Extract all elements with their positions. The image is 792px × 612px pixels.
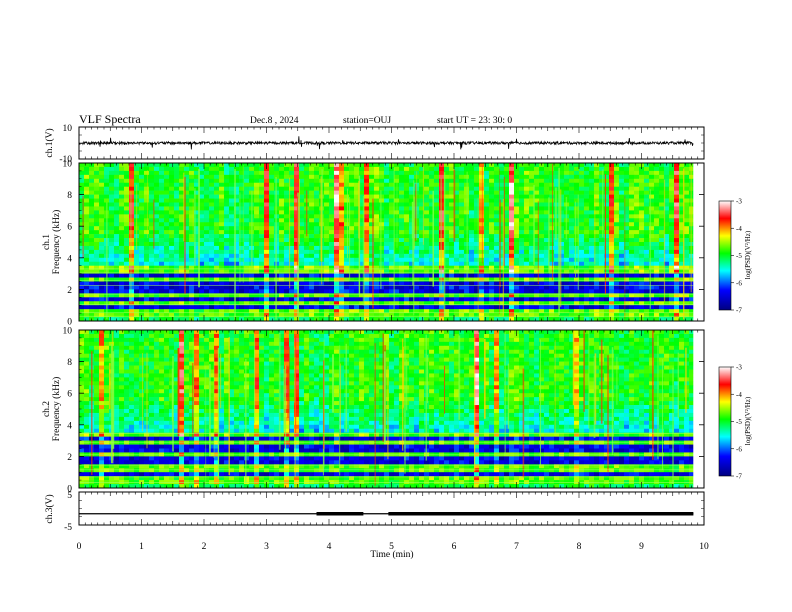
x-tick-10: 10 bbox=[699, 542, 709, 552]
ch2-colorbar-tick--7: -7 bbox=[736, 473, 742, 481]
x-tick-6: 6 bbox=[452, 542, 457, 552]
ch3-waveform-panel: 5 -5 ch.3(V) bbox=[44, 491, 705, 533]
ch2-spectrogram-ytick-0: 0 bbox=[67, 485, 72, 495]
ch1-colorbar-tick--7: -7 bbox=[736, 307, 742, 315]
x-tick-2: 2 bbox=[202, 542, 207, 552]
ch1-spectrogram-ytick-10: 10 bbox=[63, 160, 73, 170]
ch2-colorbar-tick--5: -5 bbox=[736, 418, 742, 426]
ch1-spectrogram-ytick-6: 6 bbox=[67, 223, 72, 233]
x-tick-9: 9 bbox=[639, 542, 644, 552]
ch1-ylabel: ch.1(V) bbox=[44, 128, 55, 157]
ch2-spectrogram-panel: 0 2 4 6 8 10 ch.2 Frequency (kHz) bbox=[42, 327, 705, 495]
x-tick-8: 8 bbox=[577, 542, 582, 552]
ch1-ylabel-channel: ch.1 bbox=[42, 234, 52, 250]
ch1-colorbar-tick--5: -5 bbox=[736, 252, 742, 260]
ch1-waveform-panel: 10 -10 ch.1(V) bbox=[44, 124, 705, 165]
start-ut-label: start UT = 23: 30: 0 bbox=[437, 116, 512, 126]
x-tick-4: 4 bbox=[327, 542, 332, 552]
figure-title: VLF Spectra bbox=[79, 112, 141, 126]
x-axis: 0 1 2 3 4 5 6 7 8 9 10 bbox=[77, 126, 709, 552]
ch1-waveform-trace bbox=[78, 136, 694, 150]
ch1-spectrogram-panel: 0 2 4 6 8 10 ch.1 Frequency (kHz) bbox=[42, 160, 705, 328]
ch2-ylabel-frequency: Frequency (kHz) bbox=[51, 377, 62, 442]
x-axis-label: Time (min) bbox=[370, 549, 413, 560]
ch2-spectrogram-ytick-4: 4 bbox=[67, 421, 72, 431]
ch2-spectrogram-image bbox=[79, 330, 704, 489]
ch1-colorbar-tick--3: -3 bbox=[736, 198, 742, 206]
ch2-spectrogram-ytick-8: 8 bbox=[67, 358, 72, 368]
ch1-colorbar: -3 -4 -5 -6 -7 log(PSD)(V²/Hz) bbox=[718, 198, 752, 315]
x-tick-7: 7 bbox=[514, 542, 519, 552]
station-label: station=OUJ bbox=[343, 116, 391, 126]
x-tick-5: 5 bbox=[389, 542, 394, 552]
ch2-colorbar-tick--6: -6 bbox=[736, 445, 742, 453]
ch1-spectrogram-ytick-4: 4 bbox=[67, 254, 72, 264]
ch1-spectrogram-ytick-0: 0 bbox=[67, 318, 72, 328]
x-tick-0: 0 bbox=[77, 542, 82, 552]
ch1-ytick-bottom: -10 bbox=[59, 155, 72, 165]
ch1-ylabel-frequency: Frequency (kHz) bbox=[51, 210, 62, 275]
ch2-spectrogram-ytick-10: 10 bbox=[63, 327, 73, 337]
ch3-ytick-top: 5 bbox=[67, 491, 72, 501]
ch2-colorbar-label: log(PSD)(V²/Hz) bbox=[744, 396, 752, 445]
ch2-colorbar-tick--3: -3 bbox=[736, 364, 742, 372]
ch2-colorbar: -3 -4 -5 -6 -7 log(PSD)(V²/Hz) bbox=[718, 364, 752, 481]
ch3-ytick-bottom: -5 bbox=[64, 523, 72, 533]
ch1-colorbar-tick--6: -6 bbox=[736, 279, 742, 287]
ch2-spectrogram-ytick-2: 2 bbox=[67, 453, 72, 463]
ch2-ylabel-channel: ch.2 bbox=[42, 401, 52, 417]
x-tick-3: 3 bbox=[264, 542, 269, 552]
ch1-spectrogram-image bbox=[79, 163, 704, 322]
ch2-spectrogram-ytick-6: 6 bbox=[67, 390, 72, 400]
ch1-spectrogram-ytick-8: 8 bbox=[67, 191, 72, 201]
ch1-ytick-top: 10 bbox=[63, 124, 73, 134]
date-label: Dec.8 , 2024 bbox=[250, 116, 299, 126]
ch2-colorbar-tick--4: -4 bbox=[736, 391, 742, 399]
ch1-colorbar-label: log(PSD)(V²/Hz) bbox=[744, 230, 752, 279]
ch3-ylabel: ch.3(V) bbox=[44, 494, 55, 523]
ch1-colorbar-tick--4: -4 bbox=[736, 225, 742, 233]
x-tick-1: 1 bbox=[139, 542, 144, 552]
ch1-spectrogram-ytick-2: 2 bbox=[67, 286, 72, 296]
